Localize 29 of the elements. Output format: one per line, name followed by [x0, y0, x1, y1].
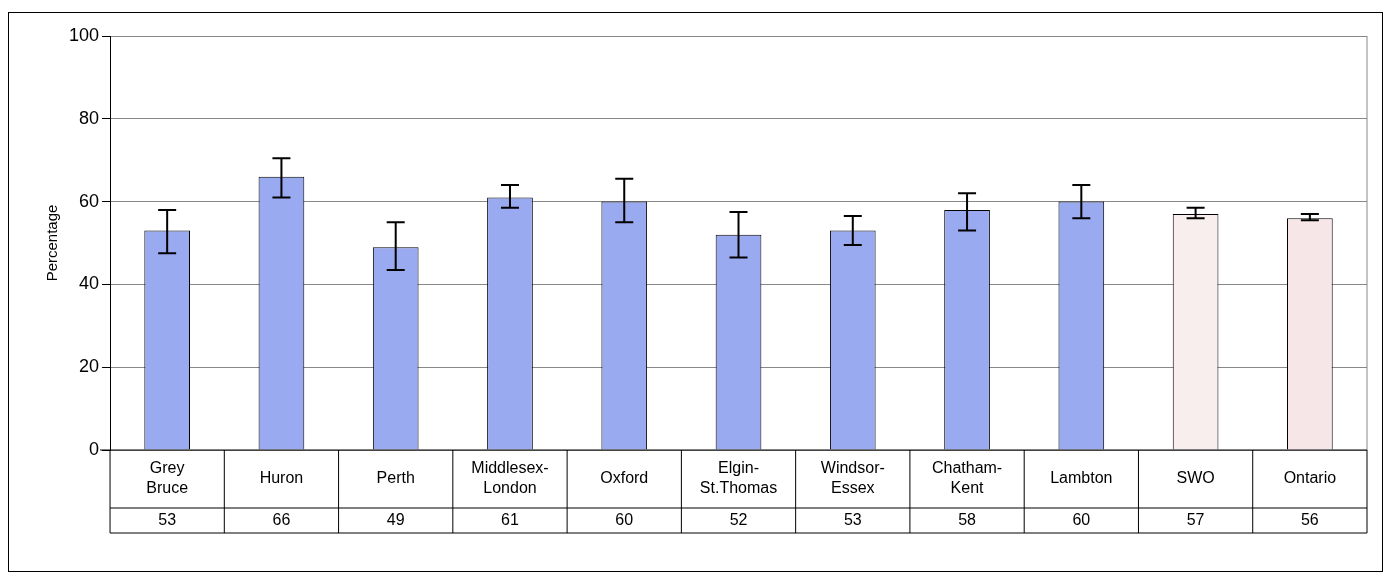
y-tick-label: 80: [79, 107, 100, 128]
x-tick-label: Elgin-St.Thomas: [699, 459, 778, 497]
y-tick-label: 100: [68, 24, 100, 45]
x-tick-label: Ontario: [1283, 469, 1337, 487]
x-tick-label: SWO: [1176, 469, 1215, 487]
x-tick-label: Middlesex-London: [471, 459, 549, 497]
y-tick-label: 0: [89, 438, 100, 459]
x-tick-label: Huron: [259, 469, 304, 487]
data-label: 56: [1300, 510, 1319, 528]
data-label: 53: [158, 510, 177, 528]
x-tick-label: Perth: [376, 469, 415, 487]
x-tick-label: Windsor-Essex: [820, 459, 885, 497]
data-label: 60: [615, 510, 634, 528]
x-tick-label: Oxford: [600, 469, 649, 487]
x-tick-label: Chatham-Kent: [931, 459, 1003, 497]
data-label: 57: [1186, 510, 1205, 528]
y-tick-label: 40: [79, 273, 100, 294]
y-tick-label: 20: [79, 356, 100, 377]
data-label: 58: [958, 510, 977, 528]
data-label: 53: [843, 510, 862, 528]
y-axis-title: Percentage: [43, 204, 61, 282]
data-label: 49: [386, 510, 405, 528]
x-tick-label: Lambton: [1050, 469, 1113, 487]
y-tick-label: 60: [79, 190, 100, 211]
x-tick-label: Grey Bruce: [146, 459, 189, 497]
data-label: 66: [272, 510, 291, 528]
data-label: 60: [1072, 510, 1091, 528]
data-label: 52: [729, 510, 748, 528]
data-label: 61: [501, 510, 519, 528]
